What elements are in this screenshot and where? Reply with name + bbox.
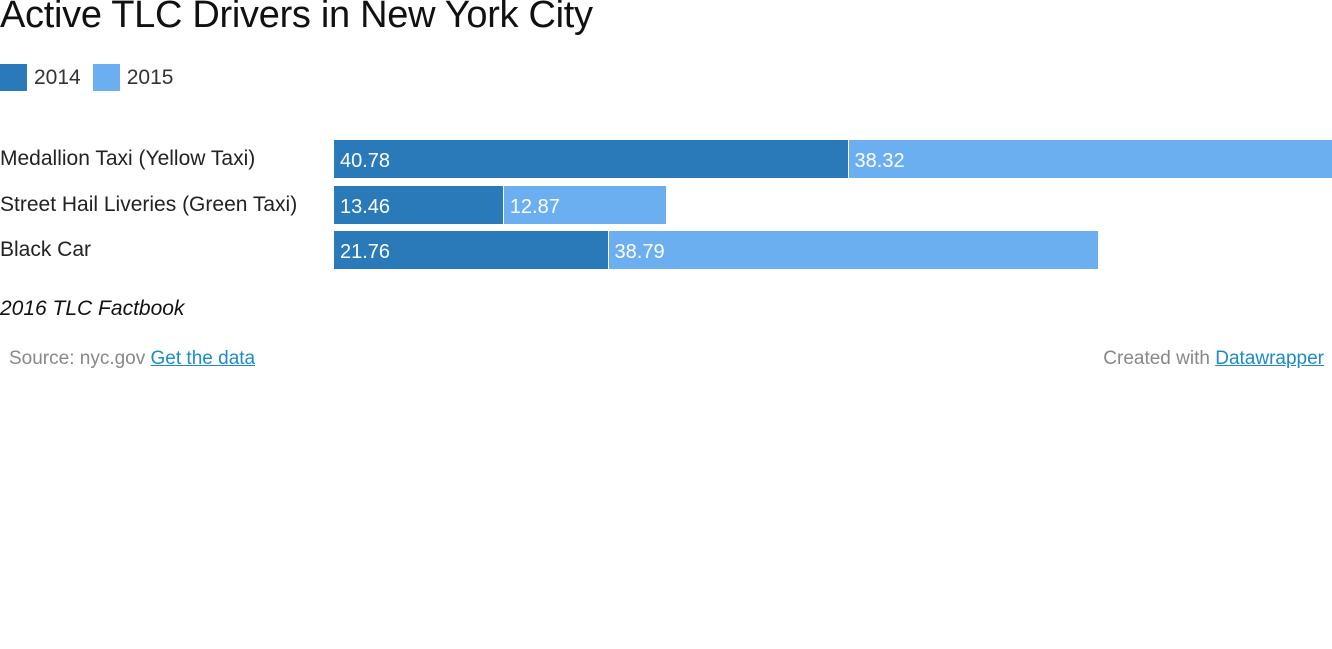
legend-item-2014: 2014 [0, 64, 81, 91]
get-the-data-link[interactable]: Get the data [150, 348, 256, 369]
chart-note: 2016 TLC Factbook [0, 297, 185, 320]
stacked-bar-chart: Medallion Taxi (Yellow Taxi) 40.78 38.32 St… [0, 140, 1332, 270]
row-label: Street Hail Liveries (Green Taxi) [0, 193, 298, 216]
bar-2014 [334, 186, 503, 224]
footer-credit: Created with Datawrapper [1103, 348, 1324, 370]
bar-value-label: 40.78 [340, 150, 391, 172]
legend-swatch-2015 [92, 64, 120, 91]
legend-swatch-2014 [0, 64, 27, 91]
row-label: Medallion Taxi (Yellow Taxi) [0, 147, 256, 170]
bar-value-label: 38.79 [614, 241, 665, 263]
legend-item-2015: 2015 [92, 64, 174, 91]
bar-2015 [848, 140, 1332, 178]
bar-2015 [503, 186, 667, 224]
bar-2014 [334, 231, 608, 269]
source-label: Source: nyc.gov [9, 348, 146, 369]
bar-2014 [334, 140, 848, 178]
created-with-label: Created with [1103, 348, 1210, 369]
bar-2015 [608, 231, 1098, 269]
datawrapper-link[interactable]: Datawrapper [1215, 348, 1324, 369]
bar-value-label: 12.87 [509, 196, 560, 218]
legend-label-2015: 2015 [126, 65, 174, 89]
bar-value-label: 21.76 [340, 241, 391, 263]
legend: 2014 2015 [0, 64, 185, 91]
bar-value-label: 38.32 [854, 150, 905, 172]
chart-title: Active TLC Drivers in New York City [0, 0, 593, 36]
row-label: Black Car [0, 238, 92, 261]
legend-label-2014: 2014 [34, 65, 81, 89]
footer-source: Source: nyc.gov Get the data [9, 348, 255, 370]
bar-value-label: 13.46 [340, 196, 391, 218]
